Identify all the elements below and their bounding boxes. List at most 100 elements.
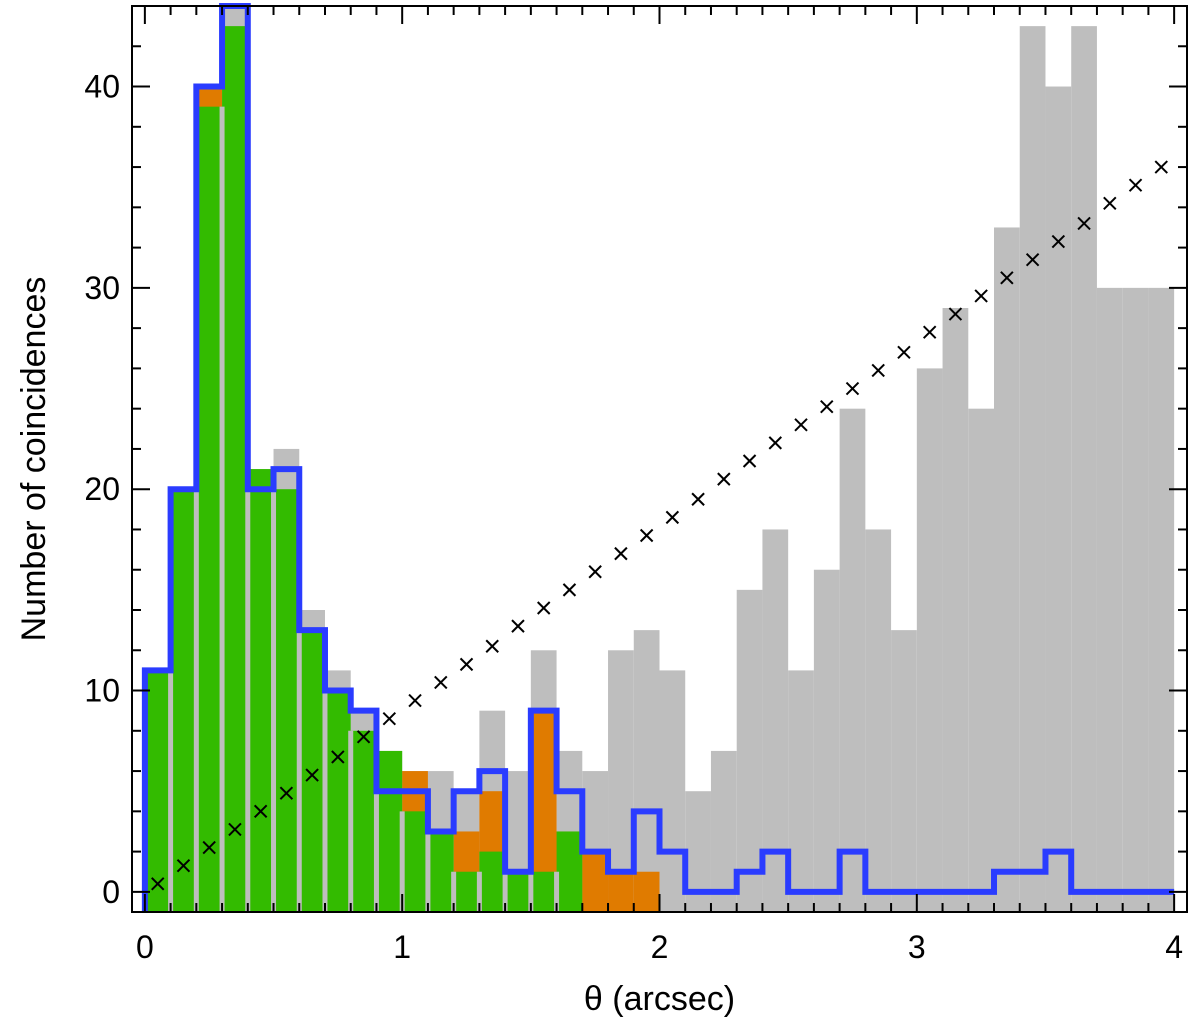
x-marker (922, 325, 937, 339)
x-marker (845, 381, 860, 396)
green-bar (299, 630, 325, 912)
x-marker (511, 619, 525, 633)
y-tick-label: 40 (84, 69, 120, 105)
x-marker (974, 289, 988, 303)
x-marker (768, 436, 782, 450)
x-marker (459, 657, 474, 672)
gray-bar (1122, 287, 1149, 912)
x-marker-stroke (717, 472, 731, 486)
y-tick-label: 0 (102, 874, 120, 910)
green-bar (247, 469, 274, 912)
markers-layer (151, 160, 1168, 891)
x-marker (356, 730, 371, 744)
x-marker-stroke (253, 804, 268, 819)
green-bar (427, 831, 454, 912)
gray-bar (608, 650, 634, 912)
x-tick-label: 0 (136, 929, 154, 965)
gray-bar (736, 589, 763, 912)
x-marker (228, 822, 242, 837)
green-bar (324, 690, 351, 912)
gray-bar (1045, 86, 1072, 912)
gray-bar (916, 368, 943, 912)
x-marker (1128, 178, 1143, 192)
x-marker-stroke (228, 822, 242, 837)
green-bar (222, 26, 248, 912)
x-marker-stroke (1154, 160, 1168, 174)
x-marker-stroke (1025, 252, 1040, 267)
x-marker-stroke (922, 325, 937, 339)
x-marker (820, 399, 834, 414)
gray-bar (942, 308, 969, 912)
green-bar (196, 106, 223, 913)
green-bar (402, 811, 428, 912)
y-tick-label: 20 (84, 471, 120, 507)
x-marker-stroke (1051, 234, 1066, 249)
x-marker-stroke (897, 345, 911, 360)
x-marker (588, 565, 602, 579)
gray-bar (788, 670, 814, 912)
gray-bar (710, 750, 737, 912)
x-marker (279, 786, 294, 800)
gray-bar (1148, 287, 1175, 912)
x-marker (202, 840, 216, 855)
gray-bar (633, 630, 660, 912)
x-marker-stroke (845, 381, 860, 396)
x-marker-stroke (382, 712, 397, 726)
green-bar (350, 730, 377, 912)
blue-step-outline (141, 3, 1175, 912)
x-marker-stroke (948, 307, 963, 321)
x-marker-stroke (485, 639, 499, 653)
x-marker (871, 363, 885, 378)
x-marker (717, 472, 731, 486)
x-marker-stroke (434, 675, 448, 690)
x-marker (742, 454, 757, 468)
x-marker-stroke (665, 510, 680, 525)
x-marker-stroke (1000, 271, 1014, 285)
x-tick-label: 4 (1165, 929, 1183, 965)
x-marker-stroke (768, 436, 782, 450)
x-marker (1000, 271, 1014, 285)
x-marker (1051, 234, 1066, 249)
x-marker (639, 528, 654, 543)
x-marker-stroke (1103, 196, 1117, 211)
orange-bar (633, 871, 660, 912)
x-marker (1025, 252, 1040, 267)
x-marker-stroke (588, 565, 602, 579)
x-marker-stroke (562, 583, 577, 597)
x-marker-stroke (408, 693, 422, 708)
x-marker-stroke (639, 528, 654, 543)
x-marker-stroke (202, 840, 216, 855)
x-marker-stroke (794, 418, 808, 432)
green-bar (530, 871, 557, 912)
x-marker-stroke (511, 619, 525, 633)
green-bar (453, 871, 480, 912)
green-bar (479, 851, 506, 912)
x-marker-stroke (742, 454, 757, 468)
x-marker (382, 712, 397, 726)
x-marker-stroke (279, 786, 294, 800)
gray-bar (994, 227, 1020, 913)
x-marker (537, 601, 551, 615)
x-marker (948, 307, 963, 321)
gray-bar (968, 408, 995, 912)
green-bar (144, 670, 171, 912)
x-marker (331, 750, 345, 764)
x-marker (562, 583, 577, 597)
x-marker (1154, 160, 1168, 174)
x-marker-stroke (1077, 216, 1091, 231)
x-marker (176, 858, 191, 873)
y-axis-title: Number of coincidences (15, 277, 53, 642)
x-marker-stroke (1128, 178, 1143, 192)
green-bar (376, 750, 403, 912)
x-marker (794, 418, 808, 432)
x-marker-stroke (459, 657, 474, 672)
x-marker (305, 768, 319, 782)
x-tick-label: 1 (393, 929, 411, 965)
x-marker (614, 546, 628, 561)
x-marker (665, 510, 680, 525)
gray-bar (891, 630, 917, 912)
x-marker (485, 639, 499, 653)
gray-bar (865, 529, 892, 912)
x-marker-stroke (176, 858, 191, 873)
